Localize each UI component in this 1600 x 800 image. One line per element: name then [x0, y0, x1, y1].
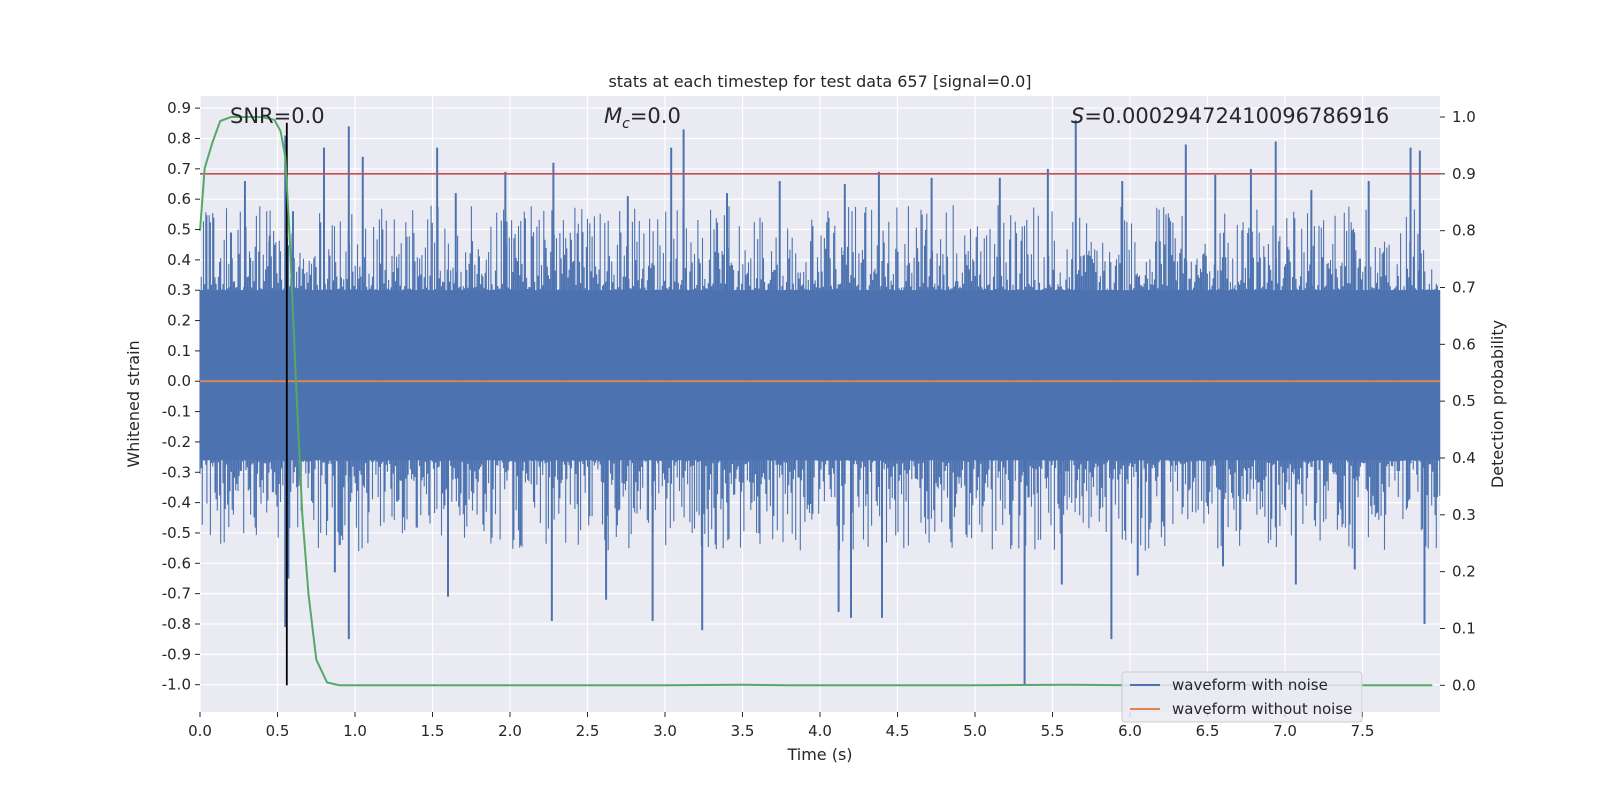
x-axis-label: Time (s)	[786, 745, 852, 764]
y-tick-label: -0.5	[162, 524, 191, 542]
x-tick-label: 5.5	[1041, 722, 1065, 740]
x-tick-label: 2.0	[498, 722, 522, 740]
tick-labels: 0.9 0.8 0.7 0.6 0.5 0.4 0.3 0.2 0.1 0.0 -0.1 -0.2 -0…	[162, 99, 1476, 740]
y-tick-label: -0.1	[162, 403, 191, 421]
y-tick-label: 0.9	[167, 99, 191, 117]
y-axis-label: Whitened strain	[124, 340, 143, 467]
y-right-tick-label: 0.2	[1452, 563, 1476, 581]
legend-label-clean: waveform without noise	[1172, 700, 1352, 718]
y-tick-label: 0.2	[167, 312, 191, 330]
y-tick-label: 0.4	[167, 251, 191, 269]
y-right-tick-label: 0.4	[1452, 449, 1476, 467]
x-tick-label: 3.0	[653, 722, 677, 740]
x-tick-label: 4.5	[886, 722, 910, 740]
mc-symbol: M	[604, 104, 622, 128]
x-tick-label: 1.0	[343, 722, 367, 740]
x-tick-label: 0.0	[188, 722, 212, 740]
y-right-tick-label: 0.1	[1452, 619, 1476, 637]
x-tick-label: 7.5	[1351, 722, 1375, 740]
y-tick-label: 0.6	[167, 190, 191, 208]
x-tick-label: 3.5	[731, 722, 755, 740]
x-tick-label: 6.0	[1118, 722, 1142, 740]
x-tick-label: 4.0	[808, 722, 832, 740]
legend-label-noise: waveform with noise	[1172, 676, 1328, 694]
y-tick-label: 0.7	[167, 160, 191, 178]
y-right-tick-label: 0.7	[1452, 279, 1476, 297]
x-tick-label: 1.5	[421, 722, 445, 740]
y-tick-label: -0.4	[162, 494, 191, 512]
s-value: =0.00029472410096786916	[1084, 104, 1389, 128]
y-tick-label: -0.7	[162, 585, 191, 603]
y-right-tick-label: 0.5	[1452, 392, 1476, 410]
y-tick-label: 0.5	[167, 221, 191, 239]
chirp-mass-annotation: Mc=0.0	[604, 104, 681, 132]
legend-box	[1121, 671, 1363, 723]
y-tick-label: 0.8	[167, 129, 191, 147]
legend: waveform with noise waveform without noi…	[1121, 671, 1363, 723]
y-tick-label: 0.3	[167, 281, 191, 299]
x-tick-label: 2.5	[576, 722, 600, 740]
series-waveform-with-noise	[199, 120, 1441, 685]
x-tick-label: 7.0	[1273, 722, 1297, 740]
x-tick-label: 0.5	[266, 722, 290, 740]
s-symbol: S	[1071, 104, 1084, 128]
y-right-tick-label: 0.8	[1452, 222, 1476, 240]
x-tick-label: 6.5	[1196, 722, 1220, 740]
mc-value: =0.0	[630, 104, 681, 128]
snr-annotation: SNR=0.0	[230, 104, 325, 128]
overlay-lines	[199, 116, 1440, 687]
x-tick-label: 5.0	[963, 722, 987, 740]
y-tick-label: 0.0	[167, 372, 191, 390]
y-right-tick-label: 0.0	[1452, 676, 1476, 694]
y-right-tick-label: 0.3	[1452, 506, 1476, 524]
y-right-tick-label: 0.6	[1452, 335, 1476, 353]
y-tick-label: -0.3	[162, 463, 191, 481]
s-annotation: S=0.00029472410096786916	[1071, 104, 1389, 128]
y-right-tick-label: 1.0	[1452, 108, 1476, 126]
y-tick-label: -0.2	[162, 433, 191, 451]
y-tick-label: -0.9	[162, 645, 191, 663]
y-tick-label: -1.0	[162, 676, 191, 694]
mc-subscript: c	[622, 116, 630, 132]
y-tick-label: 0.1	[167, 342, 191, 360]
y-axis-right-label: Detection probability	[1488, 320, 1507, 488]
y-tick-label: -0.6	[162, 554, 191, 572]
series-detection-probability	[199, 116, 1433, 687]
y-right-tick-label: 0.9	[1452, 165, 1476, 183]
y-tick-label: -0.8	[162, 615, 191, 633]
chart-title: stats at each timestep for test data 657…	[608, 72, 1031, 91]
